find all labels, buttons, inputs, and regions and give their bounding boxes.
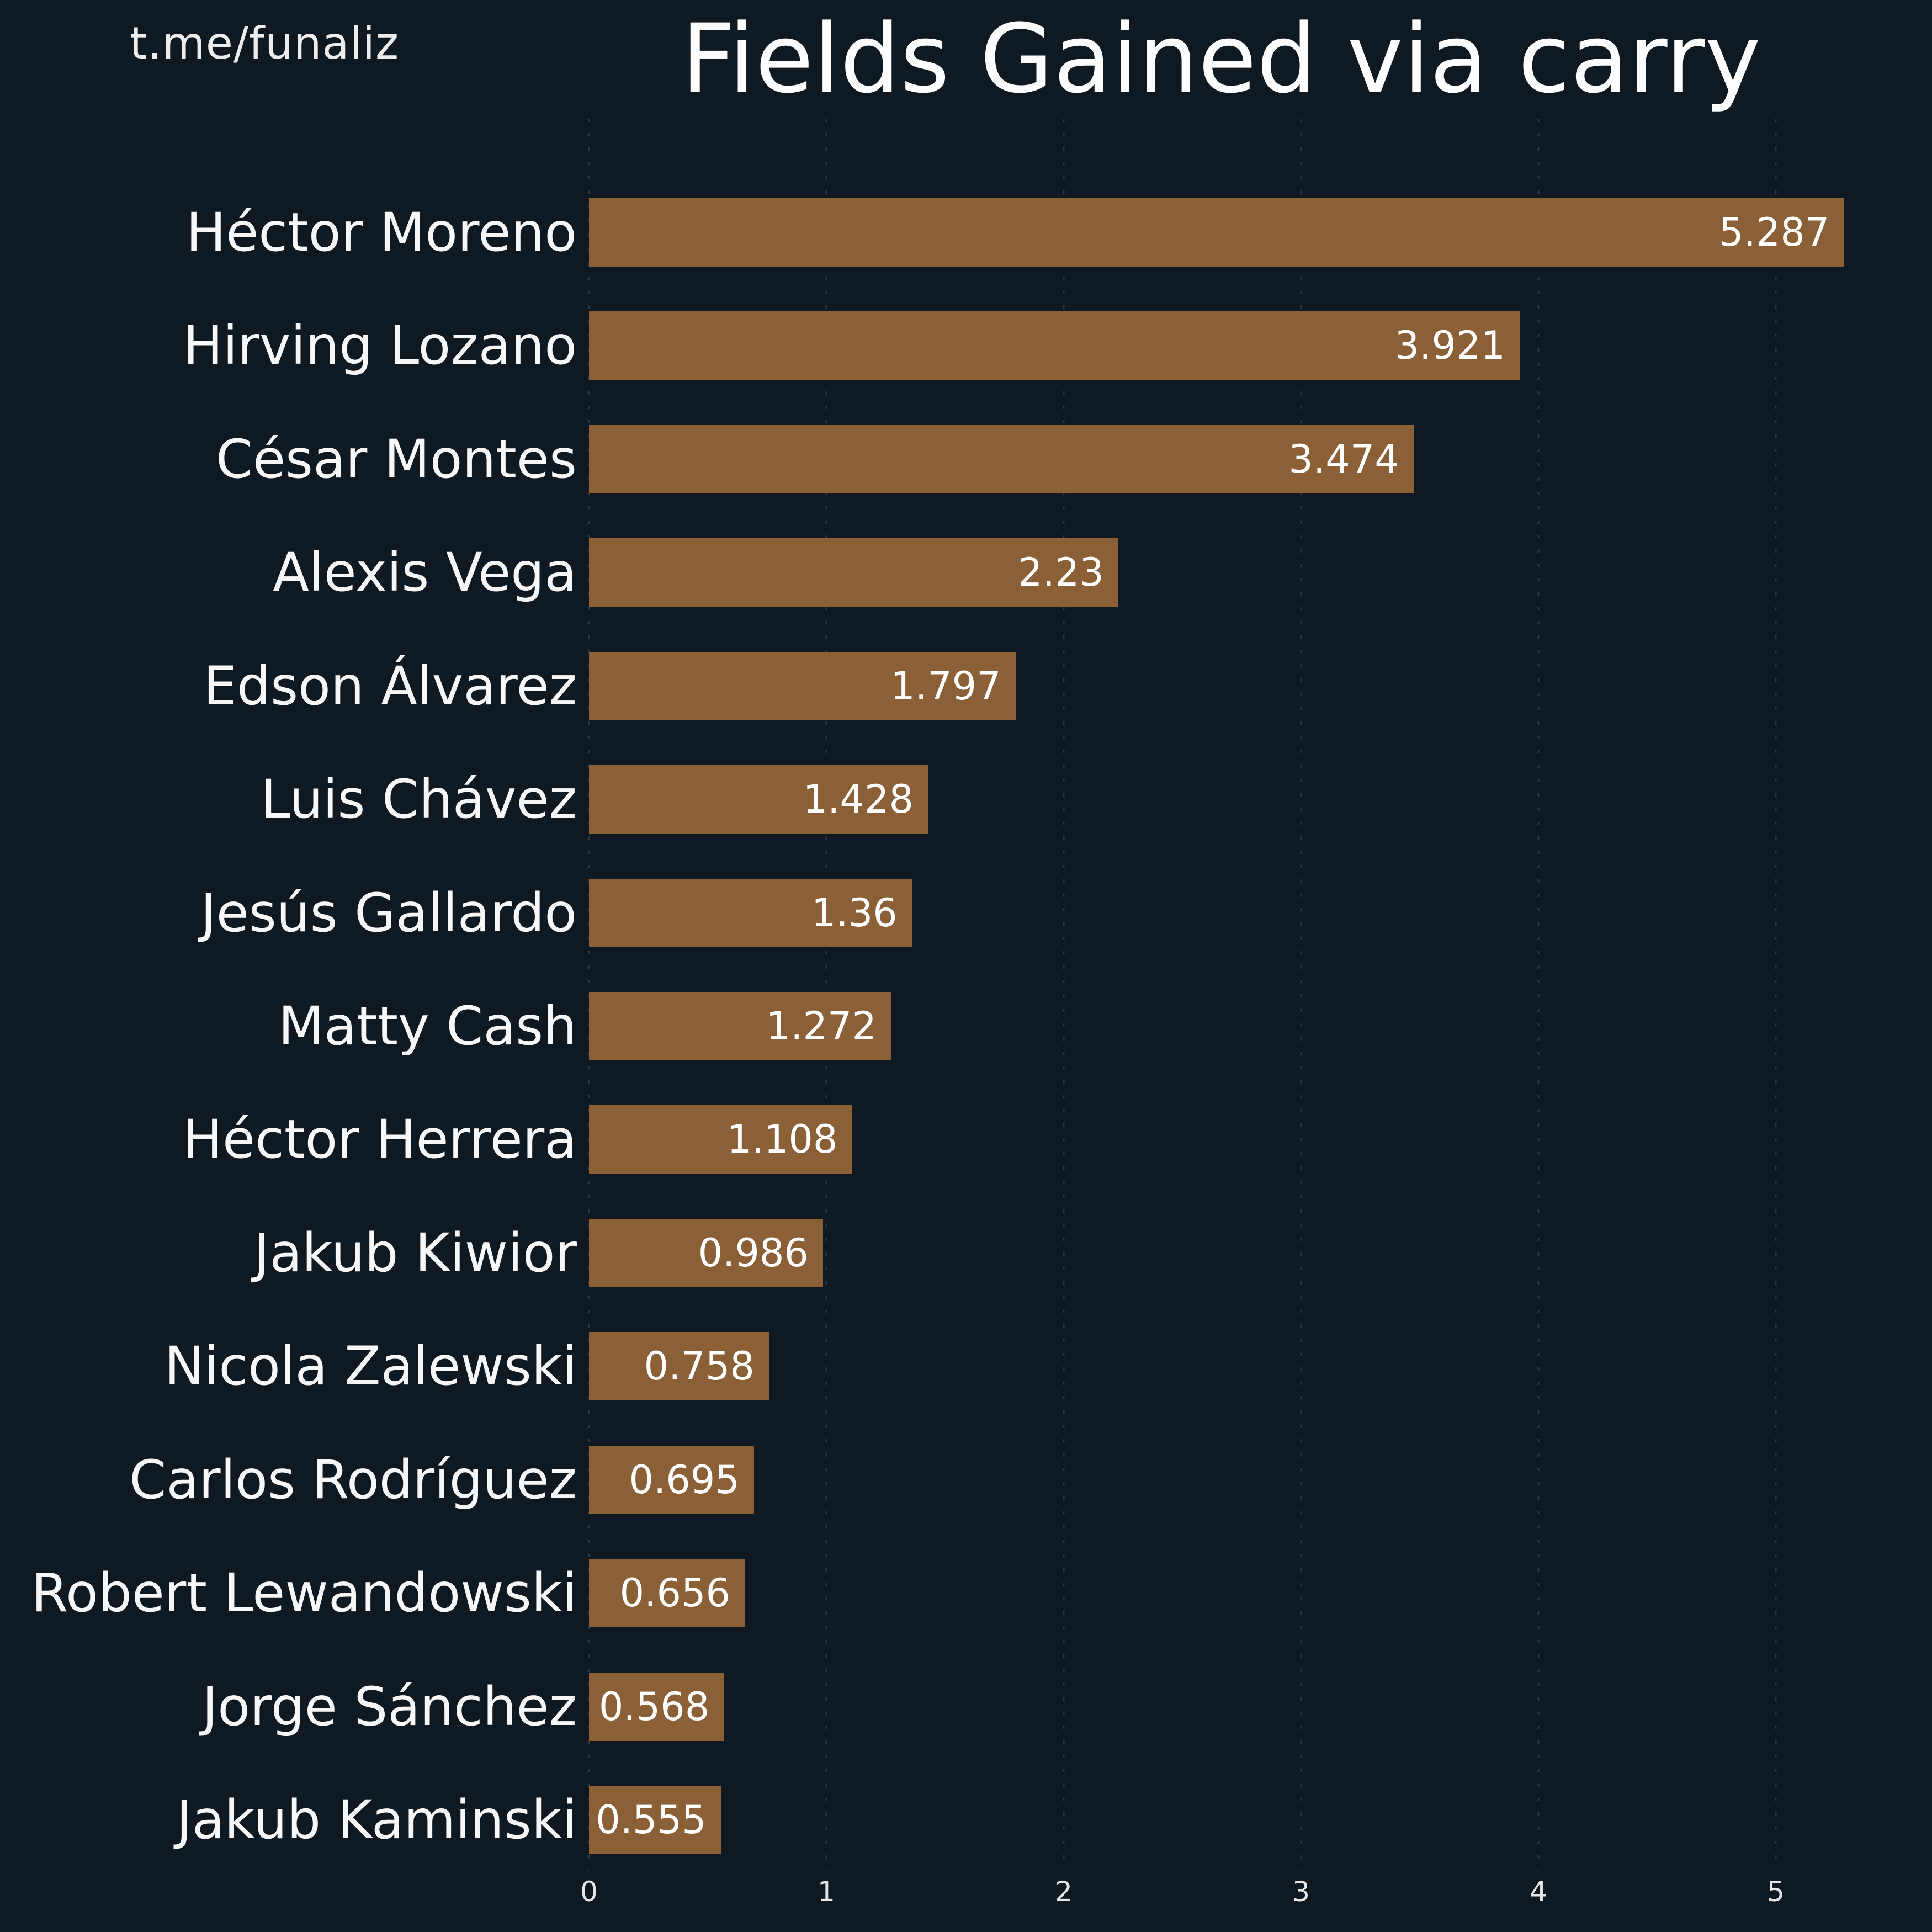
bar-row: César Montes 3.474 [0,402,1894,516]
bar-track: 1.797 [589,651,1894,720]
bar-row: Nicola Zalewski 0.758 [0,1310,1894,1423]
bar-rows-container: Héctor Moreno 5.287 Hirving Lozano 3.921 Cés… [0,176,1894,1877]
bar-value-label: 0.758 [644,1344,755,1389]
bar-track: 5.287 [589,198,1894,267]
bar-value-label: 1.36 [811,890,898,936]
bar-track: 1.428 [589,765,1894,834]
player-name-label: Matty Cash [278,995,577,1058]
player-name-label: Carlos Rodríguez [129,1448,577,1511]
bar: 0.568 [589,1672,724,1741]
bar-value-label: 3.474 [1288,436,1399,482]
bar-value-label: 0.555 [596,1797,707,1843]
bar-track: 3.474 [589,424,1894,493]
bar-track: 0.555 [589,1786,1894,1855]
bar: 3.474 [589,424,1414,493]
bar-value-label: 5.287 [1719,209,1830,255]
bar-row: Jesús Gallardo 1.36 [0,856,1894,969]
bar-row: Hirving Lozano 3.921 [0,289,1894,402]
bar-value-label: 2.23 [1018,550,1104,596]
bar: 3.921 [589,311,1520,380]
player-name-label: Jesús Gallardo [200,882,577,944]
bar-track: 0.695 [589,1445,1894,1514]
player-name-label: César Montes [215,428,577,490]
bar-row: Edson Álvarez 1.797 [0,629,1894,742]
bar-value-label: 0.568 [598,1684,710,1729]
bar-track: 1.272 [589,992,1894,1061]
player-name-label: Alexis Vega [273,542,577,604]
bar: 1.36 [589,878,912,947]
bar-track: 0.568 [589,1672,1894,1741]
x-tick-label: 4 [1530,1876,1547,1908]
bar-track: 0.758 [589,1332,1894,1401]
bar-track: 0.656 [589,1559,1894,1628]
bar: 2.23 [589,538,1118,607]
x-tick-label: 1 [818,1876,835,1908]
bar-value-label: 1.797 [890,663,1001,709]
bar-track: 2.23 [589,538,1894,607]
bar: 1.108 [589,1105,852,1174]
player-name-label: Edson Álvarez [203,655,577,717]
player-name-label: Hirving Lozano [183,315,577,377]
bar: 0.986 [589,1218,823,1287]
bar: 0.656 [589,1559,745,1628]
bar-track: 1.108 [589,1105,1894,1174]
player-name-label: Robert Lewandowski [31,1562,577,1625]
gridline-x5 [1775,119,1777,1871]
bar: 0.555 [589,1786,721,1855]
bar: 0.758 [589,1332,769,1401]
bar: 5.287 [589,198,1844,267]
bar-value-label: 0.695 [629,1457,740,1503]
bar: 1.272 [589,992,891,1061]
player-name-label: Luis Chávez [261,768,577,831]
watermark-link: t.me/funaliz [130,18,399,69]
bar-row: Jakub Kaminski 0.555 [0,1764,1894,1877]
bar-row: Carlos Rodríguez 0.695 [0,1423,1894,1536]
x-tick-label: 5 [1767,1876,1785,1908]
player-name-label: Héctor Herrera [182,1108,577,1171]
player-name-label: Nicola Zalewski [164,1335,577,1398]
bar-value-label: 1.428 [803,777,914,822]
bar-value-label: 0.986 [698,1230,809,1276]
chart-title: Fields Gained via carry [681,3,1761,114]
gridline-x2 [1063,119,1065,1871]
bar-row: Alexis Vega 2.23 [0,516,1894,629]
gridline-x4 [1537,119,1540,1871]
player-name-label: Jakub Kaminski [176,1789,577,1851]
bar-row: Luis Chávez 1.428 [0,742,1894,856]
bar-value-label: 1.272 [766,1004,877,1049]
x-tick-label: 2 [1055,1876,1073,1908]
bar-row: Matty Cash 1.272 [0,969,1894,1082]
x-tick-label: 3 [1292,1876,1310,1908]
bar: 0.695 [589,1445,754,1514]
bar-row: Héctor Moreno 5.287 [0,176,1894,289]
bar: 1.797 [589,651,1016,720]
bar-row: Jakub Kiwior 0.986 [0,1196,1894,1309]
gridline-x3 [1300,119,1302,1871]
bar-value-label: 3.921 [1394,323,1506,369]
x-tick-label: 0 [580,1876,598,1908]
x-axis-tick-labels: 0 1 2 3 4 5 [580,1876,1894,1920]
player-name-label: Jorge Sánchez [201,1675,577,1738]
bar-value-label: 1.108 [727,1117,838,1163]
player-name-label: Héctor Moreno [186,201,577,263]
bar-row: Robert Lewandowski 0.656 [0,1537,1894,1650]
bar-row: Jorge Sánchez 0.568 [0,1650,1894,1763]
player-name-label: Jakub Kiwior [253,1222,577,1284]
bar-row: Héctor Herrera 1.108 [0,1083,1894,1196]
bar-track: 3.921 [589,311,1894,380]
bar-track: 0.986 [589,1218,1894,1287]
bar-value-label: 0.656 [619,1570,731,1616]
bar: 1.428 [589,765,928,834]
bar-track: 1.36 [589,878,1894,947]
